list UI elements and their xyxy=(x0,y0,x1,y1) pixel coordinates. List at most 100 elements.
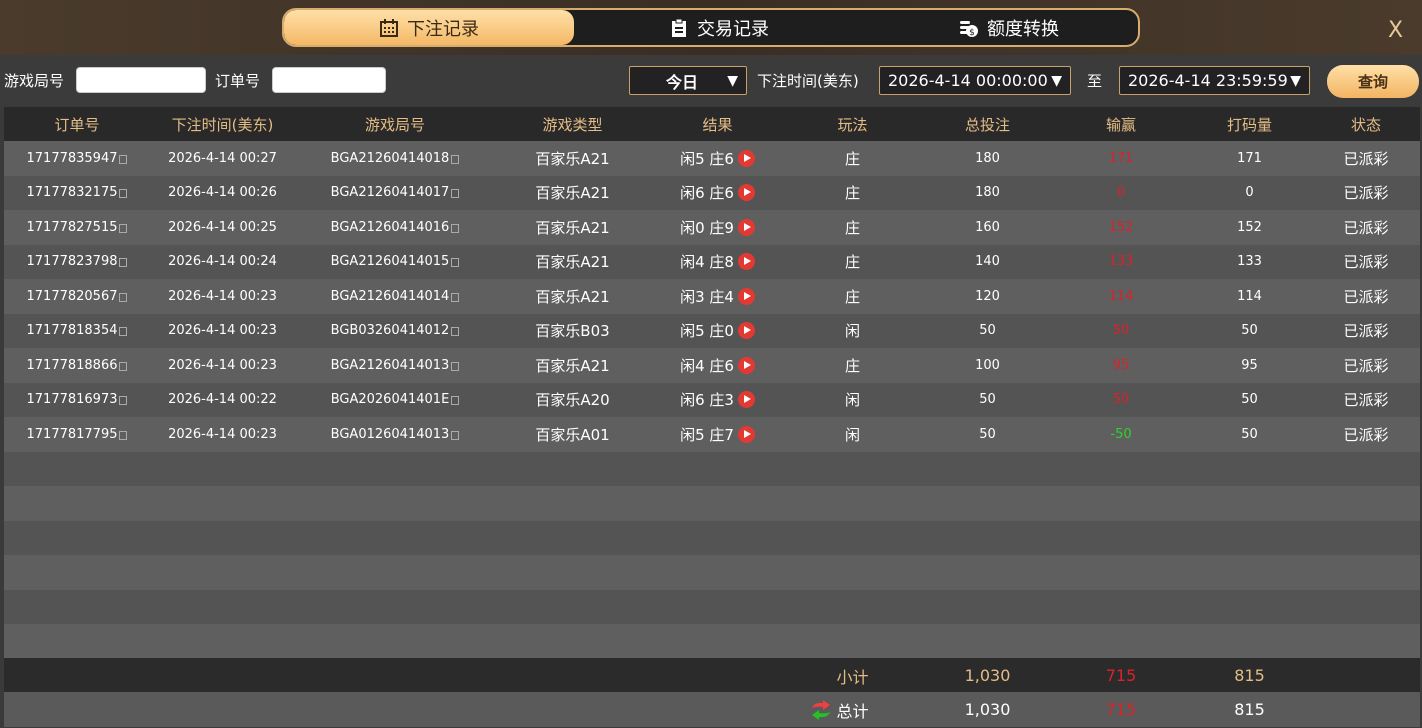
table-row: 17177835947 2026-4-14 00:27 BGA21260414018… xyxy=(4,141,1420,176)
tab-credit-transfer[interactable]: $ 额度转换 xyxy=(864,10,1138,45)
chevron-down-icon: ▼ xyxy=(1290,72,1301,89)
cell-total-bet: 100 xyxy=(920,358,1055,373)
cell-status: 已派彩 xyxy=(1312,355,1420,376)
play-replay-icon[interactable] xyxy=(737,184,755,202)
copy-icon[interactable] xyxy=(451,154,460,164)
copy-icon[interactable] xyxy=(119,430,128,440)
result-text: 闲4 庄6 xyxy=(680,356,734,375)
cell-turnover: 114 xyxy=(1187,289,1312,304)
win-loss-text: 133 xyxy=(1108,254,1134,270)
empty-row xyxy=(4,486,1420,521)
cell-result: 闲5 庄6 xyxy=(650,148,785,169)
copy-icon[interactable] xyxy=(451,430,460,440)
win-loss-text: 114 xyxy=(1108,288,1134,304)
status-text: 已派彩 xyxy=(1343,218,1389,237)
period-select[interactable]: 今日 ▼ xyxy=(629,66,747,95)
status-text: 已派彩 xyxy=(1343,322,1389,341)
subtotal-winloss: 715 xyxy=(1105,666,1137,685)
win-loss-text: 152 xyxy=(1108,219,1134,235)
copy-icon[interactable] xyxy=(119,154,128,164)
table-row: 17177832175 2026-4-14 00:26 BGA21260414017… xyxy=(4,175,1420,210)
copy-icon[interactable] xyxy=(451,361,460,371)
copy-icon[interactable] xyxy=(451,292,460,302)
copy-icon[interactable] xyxy=(119,223,128,233)
result-text: 闲5 庄6 xyxy=(680,149,734,168)
play-replay-icon[interactable] xyxy=(737,287,755,305)
cell-bet-type: 庄 xyxy=(785,286,920,307)
play-replay-icon[interactable] xyxy=(737,253,755,271)
copy-icon[interactable] xyxy=(451,189,460,199)
close-button[interactable]: X xyxy=(1388,18,1404,43)
cell-turnover: 152 xyxy=(1187,220,1312,235)
cell-round-no: BGB03260414012 xyxy=(295,323,495,338)
copy-icon[interactable] xyxy=(119,292,128,302)
copy-icon[interactable] xyxy=(451,396,460,406)
cell-game-type: 百家乐A21 xyxy=(495,355,650,376)
start-time-select[interactable]: 2026-4-14 00:00:00 ▼ xyxy=(879,66,1071,95)
bet-time-text: 2026-4-14 00:25 xyxy=(168,219,277,235)
order-no-text: 17177820567 xyxy=(26,288,118,304)
round-no-text: BGA21260414017 xyxy=(330,185,450,201)
bet-type-text: 庄 xyxy=(844,184,860,203)
total-bet-text: 100 xyxy=(975,357,1000,373)
tab-transaction-records[interactable]: 交易记录 xyxy=(574,10,864,45)
bet-type-text: 庄 xyxy=(844,218,860,237)
round-input[interactable] xyxy=(76,67,206,93)
cell-bet-type: 闲 xyxy=(785,389,920,410)
copy-icon[interactable] xyxy=(119,258,128,268)
cell-status: 已派彩 xyxy=(1312,148,1420,169)
total-bet-text: 50 xyxy=(979,426,996,442)
play-replay-icon[interactable] xyxy=(737,149,755,167)
table-row: 17177823798 2026-4-14 00:24 BGA21260414015… xyxy=(4,244,1420,279)
cell-order-no: 17177820567 xyxy=(4,289,150,304)
copy-icon[interactable] xyxy=(451,258,460,268)
play-replay-icon[interactable] xyxy=(737,322,755,340)
round-no-text: BGA21260414015 xyxy=(330,254,450,270)
play-replay-icon[interactable] xyxy=(737,356,755,374)
copy-icon[interactable] xyxy=(119,189,128,199)
result-text: 闲4 庄8 xyxy=(680,253,734,272)
copy-icon[interactable] xyxy=(451,223,460,233)
filter-bar: 游戏局号 订单号 今日 ▼ 下注时间(美东) 2026-4-14 00:00:00… xyxy=(0,55,1422,107)
play-replay-icon[interactable] xyxy=(737,218,755,236)
column-header-bet-time: 下注时间(美东) xyxy=(171,115,274,134)
cell-total-bet: 50 xyxy=(920,392,1055,407)
copy-icon[interactable] xyxy=(451,327,460,337)
tab-bet-records[interactable]: 下注记录 xyxy=(284,10,574,45)
cell-turnover: 50 xyxy=(1187,323,1312,338)
column-header-round-no: 游戏局号 xyxy=(364,115,425,134)
cell-game-type: 百家乐A20 xyxy=(495,389,650,410)
game-type-text: 百家乐A01 xyxy=(535,425,610,444)
column-header-status: 状态 xyxy=(1350,115,1381,134)
cell-result: 闲4 庄8 xyxy=(650,251,785,272)
bet-time-text: 2026-4-14 00:27 xyxy=(168,150,277,166)
total-turnover: 815 xyxy=(1234,700,1265,719)
clipboard-icon xyxy=(672,18,686,37)
total-bet: 1,030 xyxy=(964,700,1011,719)
round-no-text: BGA2026041401E xyxy=(330,392,450,408)
cell-round-no: BGA21260414018 xyxy=(295,151,495,166)
result-text: 闲0 庄9 xyxy=(680,218,734,237)
copy-icon[interactable] xyxy=(119,327,128,337)
end-time-select[interactable]: 2026-4-14 23:59:59 ▼ xyxy=(1119,66,1310,95)
tab-group: 下注记录 交易记录 $ 额度转换 xyxy=(282,8,1140,47)
column-header-game-type: 游戏类型 xyxy=(542,115,603,134)
order-input[interactable] xyxy=(272,67,386,93)
play-replay-icon[interactable] xyxy=(737,425,755,443)
cell-status: 已派彩 xyxy=(1312,182,1420,203)
total-bet-text: 180 xyxy=(975,185,1000,201)
play-replay-icon[interactable] xyxy=(737,391,755,409)
copy-icon[interactable] xyxy=(119,361,128,371)
round-no-text: BGA01260414013 xyxy=(330,426,450,442)
cell-game-type: 百家乐A21 xyxy=(495,182,650,203)
order-no-text: 17177827515 xyxy=(26,219,118,235)
copy-icon[interactable] xyxy=(119,396,128,406)
cell-turnover: 171 xyxy=(1187,151,1312,166)
chevron-down-icon: ▼ xyxy=(1051,72,1062,89)
bet-time-text: 2026-4-14 00:23 xyxy=(168,323,277,339)
refresh-arrows-icon[interactable] xyxy=(809,699,833,721)
bet-time-text: 2026-4-14 00:26 xyxy=(168,185,277,201)
cell-status: 已派彩 xyxy=(1312,286,1420,307)
query-button[interactable]: 查询 xyxy=(1327,65,1419,98)
table-row: 17177817795 2026-4-14 00:23 BGA01260414013… xyxy=(4,417,1420,452)
